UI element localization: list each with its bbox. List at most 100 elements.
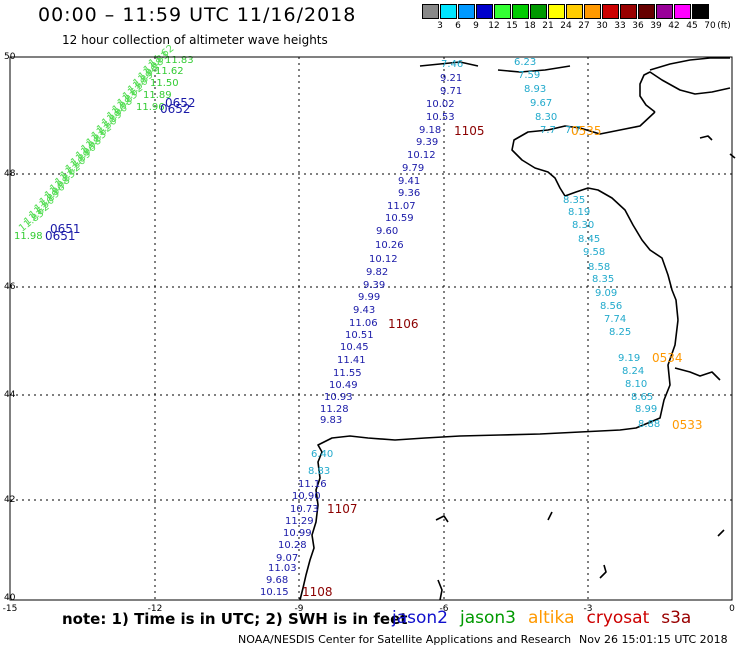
coastline-segment (717, 529, 725, 537)
coastline-segment (435, 515, 449, 523)
x-tick-label: -12 (148, 604, 163, 614)
wave-height-label: 11.96 (136, 102, 165, 113)
wave-height-label: 9.43 (353, 305, 375, 316)
wave-height-label: 10.99 (283, 528, 312, 539)
wave-height-label: 9.71 (440, 86, 462, 97)
color-swatch-label: 21 (542, 21, 554, 31)
wave-height-label: 0652 (160, 102, 191, 116)
coastline-segment (547, 511, 553, 521)
x-tick-label: -9 (295, 604, 304, 614)
wave-height-label: 0651 (45, 229, 76, 243)
credit-text: NOAA/NESDIS Center for Satellite Applica… (238, 633, 572, 646)
coastline-segment (639, 71, 731, 113)
wave-height-label: 0652 (165, 96, 196, 110)
wave-height-label: 10.02 (426, 99, 455, 110)
wave-height-label: 10.28 (278, 540, 307, 551)
wave-height-label: 11.41 (337, 355, 366, 366)
wave-height-label: 11.89 (143, 90, 172, 101)
wave-height-label: 10.45 (340, 342, 369, 353)
wave-height-label: 6.40 (311, 449, 333, 460)
wave-height-label: 8.93 (524, 84, 546, 95)
satellite-legend: jason2 jason3 altika cryosat s3a (392, 608, 703, 628)
color-swatch (422, 4, 439, 19)
color-swatch (548, 4, 565, 19)
wave-height-label: 8.56 (600, 301, 622, 312)
coastline-segment (497, 65, 571, 73)
wave-height-label: 0533 (672, 418, 703, 432)
coastline-segment (649, 57, 730, 71)
wave-height-label: 9.41 (398, 176, 420, 187)
color-swatch-label: 6 (455, 21, 461, 31)
wave-height-label: 9.67 (530, 98, 552, 109)
wave-height-label: 11.06 (349, 318, 378, 329)
color-swatch-label: 39 (650, 21, 662, 31)
wave-height-label: 11.07 (387, 201, 416, 212)
color-scale-unit: (ft) (717, 21, 731, 31)
wave-height-label: 11.50 (150, 78, 179, 89)
wave-height-label: 11.62 (155, 66, 184, 77)
wave-height-label: 6.23 (514, 57, 536, 68)
legend-item-jason3: jason3 (460, 608, 516, 628)
wave-height-label: 8.25 (609, 327, 631, 338)
color-swatch-label: 45 (686, 21, 698, 31)
wave-height-label: 8.35 (592, 274, 614, 285)
wave-height-label: 8.19 (568, 207, 590, 218)
wave-height-label: 11.03 (268, 563, 297, 574)
wave-height-label: 8.35 (563, 195, 585, 206)
wave-height-label: 9.39 (363, 280, 385, 291)
wave-height-label: 8.30 (535, 112, 557, 123)
wave-height-label: 9.79 (402, 163, 424, 174)
color-swatch-label: 42 (668, 21, 680, 31)
color-swatch (440, 4, 457, 19)
legend-item-s3a: s3a (661, 608, 692, 628)
x-tick-label: -3 (584, 604, 593, 614)
wave-height-label: 8.30 (572, 220, 594, 231)
wave-height-label: 1106 (388, 317, 419, 331)
wave-height-label: 9.82 (366, 267, 388, 278)
wave-height-label: 7.46 (441, 59, 463, 70)
wave-height-label: 8.24 (622, 366, 644, 377)
wave-height-label: 9.07 (276, 553, 298, 564)
color-swatch-label: 18 (524, 21, 536, 31)
wave-height-label: 8.45 (578, 234, 600, 245)
wave-height-label: 10.12 (407, 150, 436, 161)
wave-height-label: 9.18 (419, 125, 441, 136)
wave-height-label: 7.74 (604, 314, 626, 325)
wave-height-label: 8.99 (635, 404, 657, 415)
color-swatch (512, 4, 529, 19)
footer-note: note: 1) Time is in UTC; 2) SWH is in fe… (62, 610, 408, 628)
wave-height-label: 1108 (302, 585, 333, 599)
legend-item-altika: altika (528, 608, 575, 628)
wave-height-label: 9.58 (583, 247, 605, 258)
wave-height-label: 11.16 (298, 479, 327, 490)
wave-height-label: 9.68 (266, 575, 288, 586)
wave-height-label: 10.12 (369, 254, 398, 265)
wave-height-label: 7.59 (518, 70, 540, 81)
color-swatch-label: 15 (506, 21, 518, 31)
x-tick-label: 0 (729, 604, 735, 614)
timestamp-text: Nov 26 15:01:15 UTC 2018 (579, 633, 728, 646)
coastline-segment (599, 564, 607, 579)
wave-height-label: 7.7 (540, 125, 556, 136)
wave-height-label: 8.10 (625, 379, 647, 390)
wave-height-label: 9.19 (618, 353, 640, 364)
wave-height-label: 0534 (652, 351, 683, 365)
color-swatch-label: 30 (596, 21, 608, 31)
page-title: 00:00 – 11:59 UTC 11/16/2018 (38, 4, 357, 26)
color-swatch (458, 4, 475, 19)
color-swatch-label: 3 (437, 21, 443, 31)
x-tick-label: -15 (3, 604, 18, 614)
color-swatch (638, 4, 655, 19)
wave-height-label: 9.36 (398, 188, 420, 199)
wave-height-label: 10.73 (290, 504, 319, 515)
color-swatch-label: 24 (560, 21, 572, 31)
wave-height-label: 11.28 (320, 404, 349, 415)
wave-height-label: 9.83 (320, 415, 342, 426)
coastline-segment (699, 135, 713, 141)
wave-height-label: 9.39 (416, 137, 438, 148)
color-swatch-label: 70 (704, 21, 716, 31)
grid-lines (10, 57, 732, 600)
color-swatch-label: 27 (578, 21, 590, 31)
wave-height-label: 8.88 (638, 419, 660, 430)
coastline (299, 57, 736, 601)
